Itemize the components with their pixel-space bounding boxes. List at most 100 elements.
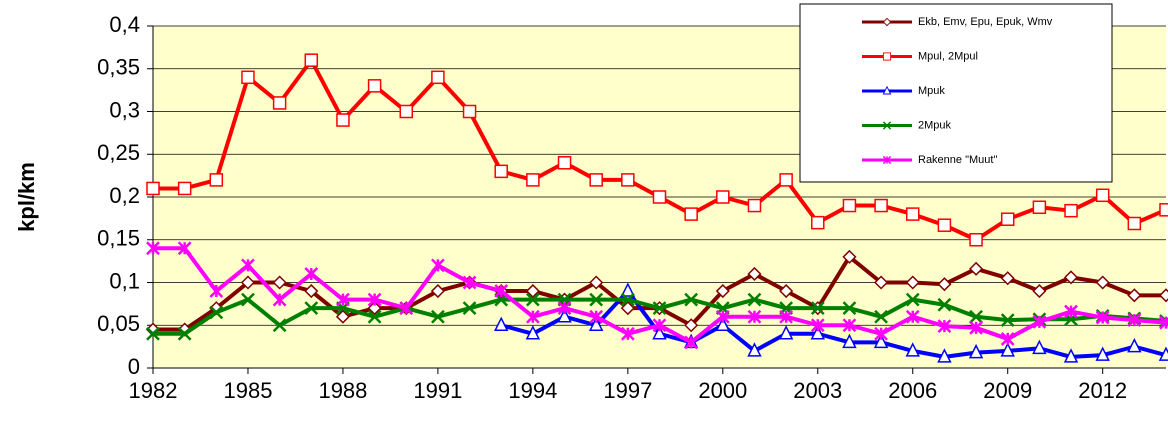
marker — [1127, 288, 1142, 303]
marker — [620, 301, 635, 316]
marker — [304, 283, 319, 299]
marker — [684, 335, 699, 350]
marker — [240, 275, 256, 290]
marker — [811, 215, 825, 230]
marker — [241, 292, 255, 307]
marker — [882, 52, 892, 61]
legend-label: Mpul, 2Mpul — [918, 50, 978, 62]
marker — [747, 198, 762, 213]
marker — [906, 207, 920, 221]
marker — [1159, 315, 1168, 330]
marker — [882, 17, 892, 27]
marker — [588, 316, 604, 331]
marker — [1159, 203, 1168, 217]
marker — [431, 258, 445, 273]
marker — [1095, 188, 1110, 203]
marker — [874, 309, 888, 324]
marker — [1000, 271, 1015, 286]
marker — [431, 309, 445, 324]
y-tick-label: 0,25 — [97, 140, 140, 165]
x-tick-label: 1982 — [129, 378, 178, 403]
marker — [430, 283, 445, 299]
marker — [684, 207, 698, 221]
marker — [1000, 212, 1015, 226]
y-tick-label: 0,1 — [109, 268, 140, 293]
marker — [304, 267, 319, 281]
marker — [842, 198, 857, 213]
series-line — [500, 289, 1167, 359]
x-tick-label: 1994 — [508, 378, 557, 403]
marker — [747, 342, 762, 357]
marker — [494, 316, 509, 331]
marker — [399, 104, 413, 119]
marker — [1127, 216, 1142, 231]
marker — [1127, 337, 1142, 353]
marker — [209, 305, 224, 320]
marker — [842, 333, 857, 349]
y-tick-label: 0,35 — [97, 55, 140, 80]
marker — [715, 316, 731, 331]
marker — [937, 348, 952, 363]
marker — [557, 308, 572, 323]
marker — [1032, 339, 1047, 355]
marker — [1095, 346, 1110, 361]
x-tick-label: 1988 — [318, 378, 367, 403]
marker — [810, 301, 825, 316]
marker — [874, 326, 888, 341]
marker — [146, 326, 160, 341]
marker — [842, 249, 857, 264]
marker — [335, 309, 350, 324]
marker — [621, 173, 635, 187]
y-tick-label: 0,3 — [109, 97, 140, 122]
marker — [905, 275, 920, 290]
marker — [177, 241, 192, 256]
marker — [1032, 283, 1047, 299]
y-tick-label: 0,2 — [109, 183, 140, 208]
marker — [525, 309, 540, 324]
marker — [873, 333, 889, 349]
marker — [968, 343, 984, 359]
marker — [882, 155, 892, 165]
marker — [1000, 332, 1015, 346]
marker — [525, 283, 540, 299]
marker — [778, 325, 794, 340]
legend-label: Rakenne "Muut" — [918, 154, 997, 166]
marker — [367, 301, 382, 316]
y-axis-label: kpl/km — [14, 162, 39, 232]
marker — [557, 301, 572, 316]
legend-label: Mpuk — [918, 85, 945, 97]
marker — [715, 283, 730, 299]
marker — [304, 301, 319, 316]
marker — [620, 292, 635, 307]
x-tick-label: 2012 — [1078, 378, 1127, 403]
marker — [494, 284, 509, 298]
y-tick-label: 0 — [128, 354, 140, 379]
marker — [1095, 310, 1110, 325]
y-tick-label: 0,05 — [97, 311, 140, 336]
marker — [399, 301, 414, 316]
marker — [842, 301, 857, 316]
marker — [969, 309, 983, 324]
x-tick-label: 1991 — [413, 378, 462, 403]
marker — [652, 318, 667, 333]
marker — [336, 113, 350, 127]
marker — [652, 190, 667, 204]
marker — [1000, 342, 1015, 357]
marker — [146, 181, 160, 196]
marker — [1032, 314, 1047, 329]
marker — [1095, 275, 1110, 290]
marker — [304, 53, 319, 67]
marker — [209, 284, 224, 298]
legend: Ekb, Emv, Epu, Epuk, Wmv Mpul, 2Mpul Mpuk 2… — [799, 3, 1113, 183]
marker — [937, 277, 952, 292]
marker — [462, 301, 477, 316]
marker — [272, 292, 287, 307]
marker — [557, 156, 572, 170]
marker — [937, 319, 952, 333]
marker — [715, 309, 730, 324]
marker — [462, 275, 477, 290]
marker — [882, 85, 892, 95]
legend-label: Ekb, Emv, Epu, Epuk, Wmv — [918, 16, 1053, 28]
marker — [1158, 288, 1168, 303]
